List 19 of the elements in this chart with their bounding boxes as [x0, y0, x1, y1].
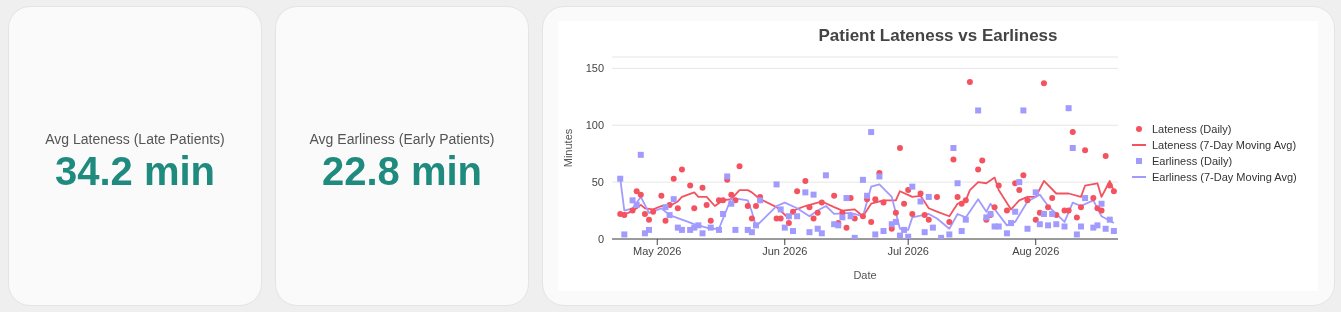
chart-title: Patient Lateness vs Earliness — [817, 26, 1059, 46]
y-tick-label: 150 — [585, 62, 604, 75]
text: Avg Lateness (Late Patients) — [45, 130, 225, 147]
legend-label: Lateness (7-Day Moving Avg) — [1152, 139, 1297, 151]
legend-label: Lateness (Daily) — [1152, 123, 1232, 135]
y-axis-title: Minutes — [561, 128, 574, 168]
y-tick-label: 50 — [591, 176, 604, 189]
x-tick-label: Aug 2026 — [1012, 244, 1060, 257]
legend-label: Earliness (Daily) — [1152, 155, 1233, 167]
y-tick-label: 100 — [585, 119, 604, 132]
x-tick-label: Jul 2026 — [887, 244, 929, 257]
x-tick-label: May 2026 — [633, 244, 682, 257]
x-axis-title: Date — [853, 269, 877, 281]
x-tick-label: Jun 2026 — [762, 244, 808, 257]
y-tick-label: 0 — [597, 232, 604, 245]
text: Avg Earliness (Early Patients) — [309, 130, 495, 147]
text: 22.8 min — [321, 148, 483, 194]
text: 34.2 min — [54, 148, 216, 194]
legend-label: Earliness (7-Day Moving Avg) — [1152, 171, 1297, 183]
